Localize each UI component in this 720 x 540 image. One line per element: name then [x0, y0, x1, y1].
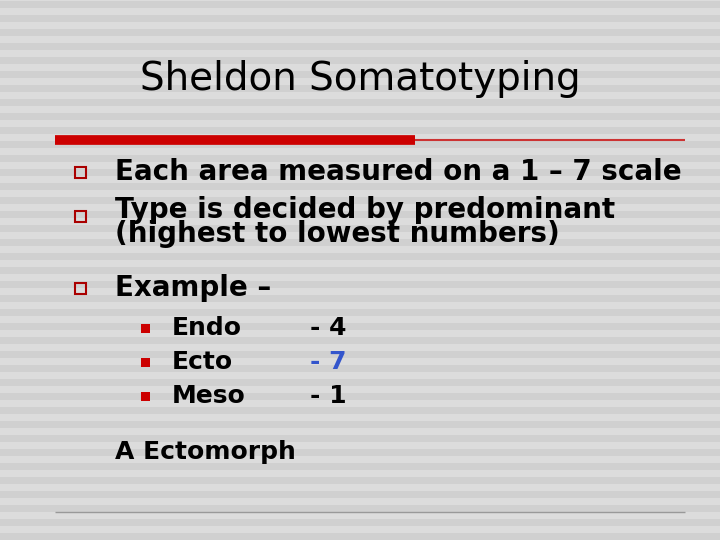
Bar [0, 15, 720, 22]
Bar [0, 211, 720, 218]
Bar [0, 449, 720, 456]
Bar [0, 260, 720, 267]
Bar [0, 29, 720, 36]
Bar [0, 57, 720, 64]
Text: Example –: Example – [115, 274, 271, 302]
Bar [0, 78, 720, 85]
Bar [0, 239, 720, 246]
Bar [0, 379, 720, 386]
Text: Endo: Endo [172, 316, 242, 340]
Bar [0, 470, 720, 477]
Bar [0, 148, 720, 155]
Bar [0, 477, 720, 484]
Text: Sheldon Somatotyping: Sheldon Somatotyping [140, 60, 580, 98]
Bar [0, 246, 720, 253]
Bar [0, 71, 720, 78]
Bar [74, 166, 86, 178]
Bar [0, 309, 720, 316]
Bar [0, 106, 720, 113]
Bar [0, 85, 720, 92]
Bar [0, 155, 720, 162]
Bar [74, 282, 86, 294]
Bar [0, 281, 720, 288]
Bar [0, 456, 720, 463]
Bar [0, 407, 720, 414]
Bar [0, 113, 720, 120]
Bar [0, 176, 720, 183]
Bar [0, 169, 720, 176]
Bar [0, 274, 720, 281]
Bar [0, 442, 720, 449]
Bar [0, 190, 720, 197]
Bar [0, 36, 720, 43]
Bar [0, 526, 720, 533]
Bar [0, 43, 720, 50]
Bar [0, 50, 720, 57]
Bar [0, 99, 720, 106]
Bar [0, 288, 720, 295]
Bar [0, 463, 720, 470]
Bar [0, 316, 720, 323]
Bar [0, 330, 720, 337]
Bar [0, 393, 720, 400]
Bar [0, 134, 720, 141]
Bar [0, 295, 720, 302]
Bar [0, 183, 720, 190]
Bar [0, 0, 720, 1]
Bar [140, 323, 150, 333]
Bar [0, 386, 720, 393]
Bar [0, 197, 720, 204]
Bar [0, 435, 720, 442]
Bar [0, 428, 720, 435]
Bar [0, 141, 720, 148]
Bar [0, 8, 720, 15]
Bar [0, 232, 720, 239]
Bar [0, 358, 720, 365]
Text: - 7: - 7 [310, 350, 346, 374]
Bar [0, 302, 720, 309]
Text: - 1: - 1 [310, 384, 346, 408]
Text: Each area measured on a 1 – 7 scale: Each area measured on a 1 – 7 scale [115, 158, 682, 186]
Bar [0, 484, 720, 491]
Bar [0, 64, 720, 71]
Bar [0, 491, 720, 498]
Bar [140, 357, 150, 367]
Bar [0, 414, 720, 421]
Bar [0, 421, 720, 428]
Bar [0, 267, 720, 274]
Text: Meso: Meso [172, 384, 246, 408]
Bar [0, 344, 720, 351]
Bar [74, 211, 86, 221]
Bar [0, 1, 720, 8]
Text: (highest to lowest numbers): (highest to lowest numbers) [115, 220, 559, 248]
Bar [0, 400, 720, 407]
Bar [0, 204, 720, 211]
Bar [0, 162, 720, 169]
Bar [0, 337, 720, 344]
Text: A Ectomorph: A Ectomorph [115, 440, 296, 464]
Bar [140, 392, 150, 401]
Text: Type is decided by predominant: Type is decided by predominant [115, 196, 615, 224]
Bar [0, 533, 720, 540]
Bar [0, 519, 720, 526]
Bar [0, 372, 720, 379]
Bar [0, 120, 720, 127]
Bar [0, 512, 720, 519]
Bar [0, 351, 720, 358]
Bar [0, 498, 720, 505]
Bar [0, 218, 720, 225]
Text: Ecto: Ecto [172, 350, 233, 374]
Bar [0, 365, 720, 372]
Bar [0, 505, 720, 512]
Text: - 4: - 4 [310, 316, 346, 340]
Bar [0, 92, 720, 99]
Bar [0, 127, 720, 134]
Bar [0, 225, 720, 232]
Bar [0, 253, 720, 260]
Bar [0, 22, 720, 29]
Bar [0, 323, 720, 330]
